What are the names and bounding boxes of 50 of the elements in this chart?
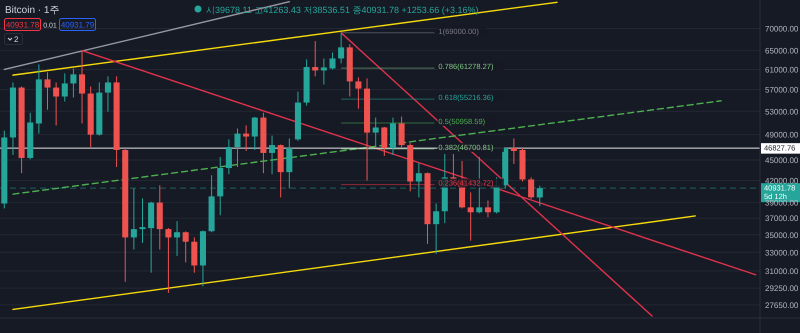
y-tick-label: 29250.00 [765, 284, 799, 294]
candlestick [372, 117, 379, 148]
candlestick [70, 68, 76, 98]
candlestick [320, 58, 327, 85]
candlestick [139, 198, 146, 244]
candlestick [355, 76, 362, 110]
y-tick-label: 31000.00 [765, 266, 799, 276]
candlestick [182, 230, 189, 263]
candlestick [536, 185, 543, 207]
candlestick [130, 188, 137, 250]
annotation: 시39678.11 고41263.43 저38536.51 종40931.78 +1253.66 (+3.16%) [206, 5, 479, 15]
candlestick [243, 124, 250, 152]
candlestick [79, 50, 86, 124]
candlestick [252, 116, 258, 150]
candlestick [234, 128, 241, 168]
candlestick [338, 32, 344, 64]
y-tick-label: 61000.00 [765, 65, 799, 74]
y-tick-label: 35000.00 [765, 230, 799, 240]
candlestick [226, 138, 232, 175]
candlestick [468, 192, 474, 242]
candlestick [433, 203, 440, 254]
candlestick [484, 200, 491, 218]
candlestick [174, 220, 180, 256]
text: Bitcoin · 1주 [5, 5, 60, 16]
y-tick-label: 57000.00 [765, 86, 799, 95]
y-tick-label: 33000.00 [765, 248, 799, 258]
candlestick [165, 228, 172, 294]
candlestick [312, 40, 318, 77]
y-tick-label: 45000.00 [765, 156, 799, 165]
y-tick-label: 37000.00 [765, 214, 799, 224]
y-tick-label: 27650.00 [765, 300, 799, 310]
candlestick [191, 236, 198, 274]
candlestick [104, 76, 111, 112]
candlestick [44, 72, 51, 110]
candlestick [62, 72, 68, 102]
annotation: 40931.78 [6, 20, 40, 30]
y-tick-label: 49000.00 [765, 130, 799, 140]
annotation: 40931.79 [60, 20, 95, 30]
candlestick [53, 82, 60, 126]
annotation: 2 [14, 35, 19, 44]
candlestick [329, 52, 336, 70]
candlestick [510, 138, 517, 164]
candlestick [381, 126, 388, 156]
candlestick [269, 135, 276, 175]
y-tick-label: 70000.00 [765, 24, 799, 34]
candlestick [416, 162, 422, 198]
candlestick [398, 116, 405, 148]
candlestick [528, 176, 534, 200]
y-tick-label: 53000.00 [765, 107, 799, 116]
y-tick-label: 65000.00 [765, 46, 799, 56]
